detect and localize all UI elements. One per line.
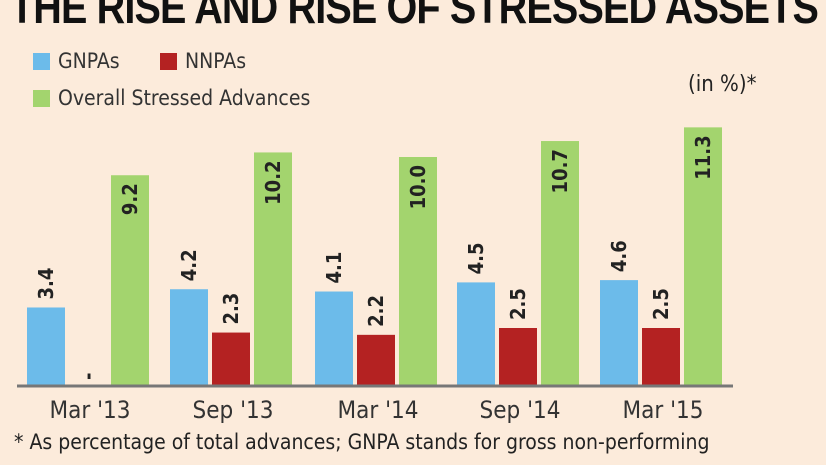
value-label-gnpas-2: 4.1: [322, 252, 346, 284]
value-label-gnpas-4: 4.6: [607, 240, 631, 272]
x-tick-label-2: Mar '14: [338, 396, 419, 424]
unit-label: (in %)*: [688, 72, 757, 97]
legend-label-nnpas: NNPAs: [185, 49, 247, 73]
legend-item-stressed: Overall Stressed Advances: [33, 86, 310, 110]
value-label-overall-stressed-advances-3: 10.7: [548, 149, 572, 193]
bar-overall-stressed-advances-1: [254, 152, 292, 385]
bar-overall-stressed-advances-0: [111, 175, 149, 385]
value-label-gnpas-0: 3.4: [34, 268, 58, 300]
value-label-overall-stressed-advances-2: 10.0: [406, 165, 430, 209]
legend-label-gnpas: GNPAs: [58, 49, 120, 73]
legend-item-gnpas: GNPAs: [33, 49, 120, 73]
bar-gnpas-0: [27, 307, 65, 385]
bar-overall-stressed-advances-2: [399, 157, 437, 385]
bar-gnpas-3: [457, 282, 495, 385]
x-tick-label-3: Sep '14: [480, 396, 561, 424]
bar-nnpas-1: [212, 332, 250, 385]
value-label-nnpas-0: -: [76, 373, 100, 380]
x-tick-label-1: Sep '13: [193, 396, 274, 424]
value-label-nnpas-4: 2.5: [649, 288, 673, 320]
legend-swatch-gnpas: [33, 52, 50, 70]
bar-overall-stressed-advances-4: [684, 127, 722, 386]
chart-title: THE RISE AND RISE OF STRESSED ASSETS: [10, 0, 819, 33]
legend-item-nnpas: NNPAs: [160, 49, 246, 73]
value-label-nnpas-1: 2.3: [219, 293, 243, 325]
bar-gnpas-4: [600, 280, 638, 385]
x-tick-label-4: Mar '15: [623, 396, 704, 424]
bar-nnpas-2: [357, 334, 395, 385]
value-label-gnpas-3: 4.5: [464, 243, 488, 275]
legend-swatch-nnpas: [160, 52, 177, 70]
value-label-gnpas-1: 4.2: [177, 249, 201, 281]
value-label-nnpas-3: 2.5: [506, 288, 530, 320]
bar-gnpas-2: [315, 291, 353, 385]
bar-overall-stressed-advances-3: [541, 141, 579, 385]
legend-swatch-stressed: [33, 89, 50, 107]
value-label-nnpas-2: 2.2: [364, 295, 388, 327]
value-label-overall-stressed-advances-4: 11.3: [691, 135, 715, 179]
bar-gnpas-1: [170, 289, 208, 385]
footnote: * As percentage of total advances; GNPA …: [14, 430, 710, 454]
legend-label-stressed: Overall Stressed Advances: [58, 86, 311, 110]
value-label-overall-stressed-advances-0: 9.2: [118, 183, 142, 215]
bar-nnpas-3: [499, 328, 537, 385]
bar-nnpas-4: [642, 328, 680, 385]
x-tick-label-0: Mar '13: [50, 396, 131, 424]
value-label-overall-stressed-advances-1: 10.2: [261, 160, 285, 204]
